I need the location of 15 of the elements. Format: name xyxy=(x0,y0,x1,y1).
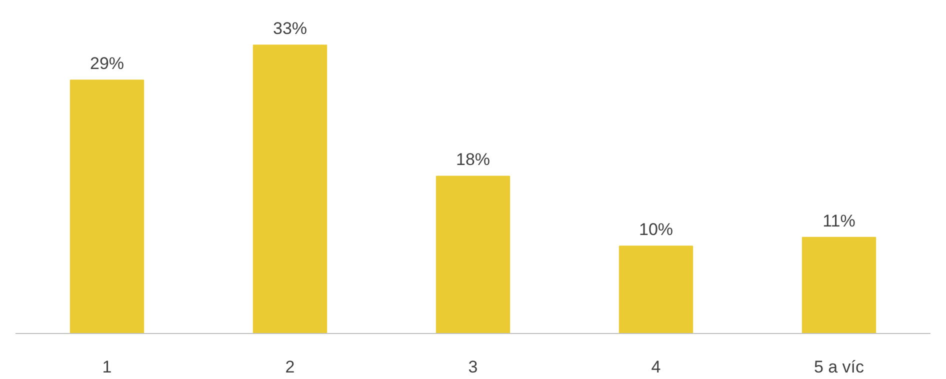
bar xyxy=(252,44,328,334)
x-tick-label: 3 xyxy=(468,358,478,376)
bar xyxy=(70,80,144,334)
data-label: 10% xyxy=(638,220,674,240)
data-label: 11% xyxy=(822,211,856,230)
bar xyxy=(802,236,876,334)
bar xyxy=(436,176,510,334)
data-label: 18% xyxy=(456,150,490,170)
x-tick-label: 1 xyxy=(102,358,112,376)
x-tick-label: 4 xyxy=(651,358,661,376)
data-label: 33% xyxy=(272,19,308,38)
bar xyxy=(618,246,694,334)
x-tick-label: 2 xyxy=(285,358,295,376)
x-tick-label: 5 a víc xyxy=(814,358,865,376)
data-label: 29% xyxy=(90,54,124,74)
